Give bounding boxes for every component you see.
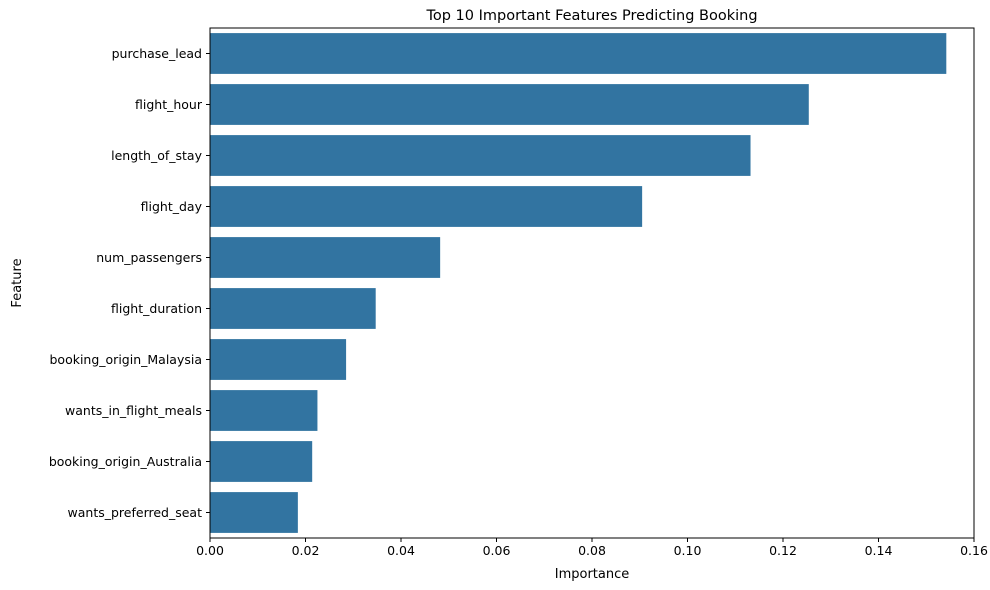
y-tick-label: booking_origin_Australia	[49, 454, 202, 469]
bar-purchase-lead	[210, 33, 947, 74]
bar-length-of-stay	[210, 135, 751, 176]
plot-frame	[209, 27, 975, 539]
y-tick-label: flight_duration	[111, 301, 202, 316]
bar-booking-origin-Australia	[210, 441, 313, 482]
bar-wants-in-flight-meals	[210, 390, 318, 431]
x-axis-label: Importance	[555, 567, 630, 582]
chart-title: Top 10 Important Features Predicting Boo…	[425, 8, 757, 24]
bar-flight-hour	[210, 84, 809, 125]
bar-flight-day	[210, 186, 643, 227]
y-tick-label: purchase_lead	[112, 46, 202, 61]
bar-flight-duration	[210, 288, 376, 329]
y-axis-label: Feature	[10, 258, 25, 307]
x-tick-label: 0.06	[483, 543, 511, 558]
y-tick-label: wants_in_flight_meals	[65, 403, 202, 418]
bar-num-passengers	[210, 237, 441, 278]
y-axis-ticks: purchase_lead flight_hour length_of_stayfl…	[49, 46, 210, 520]
y-tick-label: booking_origin_Malaysia	[49, 352, 202, 367]
y-tick-label: length_of_stay	[111, 148, 202, 163]
y-tick-label: flight_hour	[135, 97, 203, 112]
y-tick-label: flight_day	[141, 199, 203, 214]
y-tick-label: num_passengers	[96, 250, 202, 265]
x-tick-label: 0.00	[196, 543, 224, 558]
bar-wants-preferred-seat	[210, 492, 298, 533]
x-tick-label: 0.14	[865, 543, 893, 558]
y-tick-label: wants_preferred_seat	[68, 505, 203, 520]
x-tick-label: 0.16	[960, 543, 988, 558]
x-tick-label: 0.02	[292, 543, 320, 558]
x-tick-label: 0.10	[674, 543, 702, 558]
x-tick-label: 0.12	[769, 543, 797, 558]
bars-group	[210, 33, 947, 533]
x-axis-ticks: 0.00 0.02 0.04 0.06 0.08 0.10 0.12 0.14 0.16	[196, 538, 988, 558]
x-tick-label: 0.08	[578, 543, 606, 558]
x-tick-label: 0.04	[387, 543, 415, 558]
bar-booking-origin-Malaysia	[210, 339, 347, 380]
